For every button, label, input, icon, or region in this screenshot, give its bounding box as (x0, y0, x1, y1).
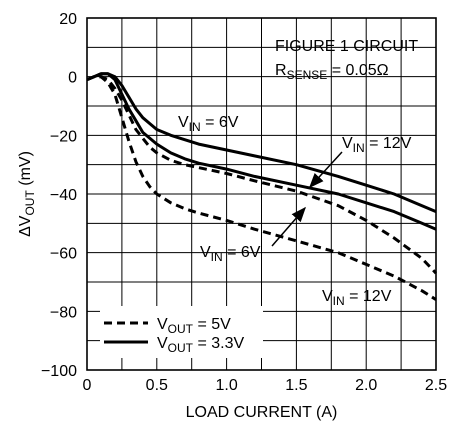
label-main: V (322, 288, 333, 305)
x-tick-label: 0.5 (146, 377, 168, 394)
label-main: V (178, 114, 189, 131)
y-axis-title-main: ΔV (17, 215, 34, 237)
series-dashed-vin-6v (86, 75, 438, 275)
y-axis-title-sub: OUT (23, 190, 37, 216)
y-axis-title-unit: (mV) (17, 151, 34, 190)
legend-background (100, 306, 263, 358)
label-main: V (200, 244, 211, 261)
legend-rest: = 5V (193, 316, 231, 333)
label-sub: IN (211, 250, 223, 264)
legend-label-3v3: VOUT = 3.3V (157, 335, 244, 355)
y-tick-label: 20 (59, 11, 77, 28)
label-main: V (342, 135, 353, 152)
note-figure-circuit: FIGURE 1 CIRCUIT (275, 38, 418, 55)
plot-frame (86, 17, 437, 371)
label-sub: IN (189, 120, 201, 134)
x-tick-label: 1.0 (215, 377, 237, 394)
x-axis-title: LOAD CURRENT (A) (186, 404, 338, 421)
note-rsense-value: = 0.05Ω (327, 62, 388, 79)
x-tick-label: 1.5 (285, 377, 307, 394)
y-tick-label: −60 (50, 246, 77, 263)
curve-labels: VIN = 6V VIN = 12V VIN = 6V VIN = 12V (178, 114, 412, 308)
legend-label-5v: VOUT = 5V (157, 316, 231, 336)
legend-main: V (157, 335, 168, 352)
x-tick-labels: 0 0.5 1.0 1.5 2.0 2.5 (83, 377, 448, 394)
legend: VOUT = 5V VOUT = 3.3V (100, 306, 263, 358)
note-rsense-main: R (275, 62, 287, 79)
legend-sub: OUT (168, 341, 194, 355)
series-solid-vin-12v (86, 72, 437, 231)
label-solid-vin-12v: VIN = 12V (342, 135, 412, 155)
circuit-note: FIGURE 1 CIRCUIT RSENSE = 0.05Ω (275, 38, 418, 82)
label-rest: = 6V (201, 114, 239, 131)
y-tick-label: −100 (41, 363, 77, 380)
x-tick-label: 0 (83, 377, 92, 394)
y-tick-label: −40 (50, 187, 77, 204)
label-dashed-vin-6v: VIN = 6V (200, 244, 261, 264)
arrow-dashed-6v (271, 206, 306, 247)
y-tick-label: −80 (50, 304, 77, 321)
legend-main: V (157, 316, 168, 333)
x-tick-label: 2.5 (425, 377, 447, 394)
series (86, 72, 438, 301)
legend-sub: OUT (168, 322, 194, 336)
note-rsense-sub: SENSE (287, 68, 328, 82)
label-rest: = 12V (365, 135, 412, 152)
y-tick-labels: 20 0 −20 −40 −60 −80 −100 (41, 11, 77, 380)
note-rsense: RSENSE = 0.05Ω (275, 62, 389, 82)
label-sub: IN (353, 141, 365, 155)
arrow-solid-12v (308, 151, 343, 189)
y-tick-label: −20 (50, 128, 77, 145)
x-tick-label: 2.0 (355, 377, 377, 394)
y-tick-label: 0 (68, 70, 77, 87)
label-sub: IN (333, 294, 345, 308)
series-dashed-vin-12v (86, 75, 437, 301)
y-axis-title: ΔVOUT (mV) (17, 151, 37, 237)
label-rest: = 12V (345, 288, 392, 305)
legend-rest: = 3.3V (193, 335, 244, 352)
label-solid-vin-6v: VIN = 6V (178, 114, 239, 134)
label-dashed-vin-12v: VIN = 12V (322, 288, 392, 308)
label-rest: = 6V (223, 244, 261, 261)
